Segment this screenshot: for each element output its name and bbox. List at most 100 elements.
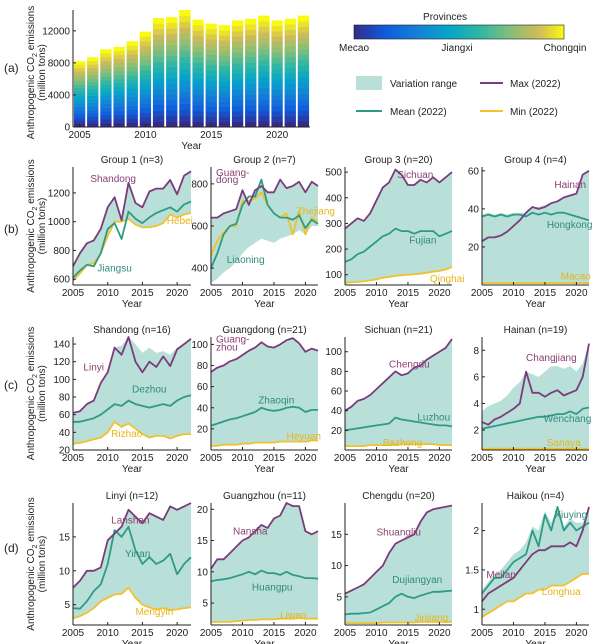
x-tick-label-b4-3: 2020 bbox=[565, 288, 588, 299]
panel-title-b2: Group 2 (n=7) bbox=[233, 155, 296, 166]
bar-segment bbox=[179, 10, 191, 17]
y-tick-label-d4-2: 2 bbox=[473, 526, 479, 537]
bar-segment bbox=[284, 35, 296, 41]
bar-segment bbox=[258, 82, 270, 89]
bar-segment bbox=[284, 78, 296, 85]
bar-2009 bbox=[126, 41, 138, 128]
bar-segment bbox=[284, 89, 296, 95]
bar-segment bbox=[126, 71, 138, 76]
bar-segment bbox=[166, 83, 178, 89]
y-tick-label-c1-3: 80 bbox=[59, 393, 71, 404]
mean-line-b3 bbox=[344, 227, 453, 263]
bar-segment bbox=[245, 78, 257, 85]
bar-segment bbox=[231, 95, 244, 101]
bar-segment bbox=[179, 97, 191, 104]
bar-segment bbox=[297, 71, 310, 78]
bar-segment bbox=[297, 115, 310, 122]
variation-range-c3 bbox=[345, 339, 452, 447]
bar-segment bbox=[152, 45, 165, 52]
bar-segment bbox=[87, 57, 99, 62]
bar-segment bbox=[139, 31, 152, 37]
x-tick-label-b1-2: 2015 bbox=[131, 288, 154, 299]
bar-segment bbox=[73, 84, 86, 88]
row-label-c: (c) bbox=[4, 378, 18, 392]
bar-segment bbox=[271, 63, 283, 69]
annotation-c4-2: Sanaya bbox=[547, 438, 581, 449]
panel-b2: 400 600 800 2005 2010 2015 2020 Year Group 2 (n=… bbox=[191, 155, 335, 310]
bar-segment bbox=[192, 62, 204, 69]
bar-segment bbox=[192, 84, 204, 90]
x-tick-label-c2-3: 2020 bbox=[294, 453, 317, 464]
annotation-d3-2: Jinjiang bbox=[414, 613, 448, 624]
bar-segment bbox=[87, 116, 99, 121]
y-tick-label-b1-3: 1200 bbox=[48, 188, 71, 199]
y-tick-label-b1-1: 800 bbox=[53, 246, 70, 257]
bar-segment bbox=[179, 62, 191, 69]
y-title-tail: emissions bbox=[26, 327, 37, 374]
legend-range-swatch bbox=[356, 76, 382, 90]
bar-segment bbox=[258, 37, 270, 44]
y-axis-title-b: Anthropogenic CO2 emissions(million tons… bbox=[26, 159, 48, 292]
bar-segment bbox=[231, 25, 244, 32]
panel-c3: 20 40 60 80 100 2005 2010 2015 2020 Year Sichuan (… bbox=[325, 325, 453, 475]
legend-max-label: Max (2022) bbox=[510, 79, 561, 90]
bar-segment bbox=[271, 20, 283, 27]
bar-segment bbox=[139, 60, 152, 66]
bar-segment bbox=[87, 109, 99, 114]
bar-segment bbox=[245, 67, 257, 74]
bar-segment bbox=[231, 20, 244, 27]
mean-line-d1 bbox=[72, 525, 192, 610]
bar-segment bbox=[205, 33, 217, 40]
max-line-b3 bbox=[344, 168, 453, 230]
bar-segment bbox=[139, 36, 152, 42]
y-tick-label-d2-1: 10 bbox=[197, 567, 209, 578]
bar-segment bbox=[73, 77, 86, 82]
x-tick-label-c2-1: 2010 bbox=[231, 453, 254, 464]
bar-segment bbox=[166, 121, 178, 128]
bar-segment bbox=[218, 60, 231, 67]
bar-segment bbox=[113, 74, 125, 80]
bar-segment bbox=[87, 95, 99, 100]
bar-segment bbox=[152, 56, 165, 62]
annotation-b2-2: Zhejiang bbox=[297, 206, 335, 217]
bar-segment bbox=[218, 106, 231, 113]
bar-segment bbox=[179, 68, 191, 75]
bar-segment bbox=[205, 90, 217, 97]
bar-segment bbox=[231, 100, 244, 106]
annotation-c1-2: Rizhao bbox=[111, 429, 143, 440]
x-axis-label-c2: Year bbox=[254, 464, 275, 475]
y-tick-label-d3-2: 15 bbox=[331, 530, 343, 541]
y-axis-title-line2-b: (million tons) bbox=[37, 198, 48, 255]
bar-segment bbox=[113, 78, 125, 84]
panel-a: 0 4000 8000 12000 2005 2010 2015 2020 Year bbox=[42, 10, 310, 152]
min-line-c3 bbox=[345, 443, 452, 447]
bar-segment bbox=[245, 29, 257, 36]
y-axis-title-line1-a: Anthropogenic CO2 emissions bbox=[26, 6, 39, 139]
bar-2017 bbox=[231, 20, 244, 128]
bar-segment bbox=[152, 39, 165, 46]
bar-segment bbox=[258, 26, 270, 33]
bar-segment bbox=[271, 41, 283, 48]
bar-segment bbox=[100, 49, 112, 54]
x-tick-label-c3-1: 2010 bbox=[365, 453, 388, 464]
panel-d2: 5 10 15 20 2005 2010 2015 2020 Year Guangzhou (n=… bbox=[197, 491, 319, 644]
bar-segment bbox=[87, 102, 99, 107]
mean-line-b2 bbox=[210, 178, 319, 269]
min-line-d2 bbox=[211, 617, 318, 623]
max-line-d2 bbox=[210, 502, 319, 570]
annotation-d1-2: Mengyin bbox=[135, 607, 173, 618]
bar-segment bbox=[179, 109, 191, 116]
bar-segment bbox=[284, 94, 296, 101]
y-title-tail: emissions bbox=[26, 497, 37, 544]
bar-segment bbox=[126, 41, 138, 46]
mean-line-d4 bbox=[481, 506, 590, 595]
x-tick-label-b4-2: 2015 bbox=[534, 288, 557, 299]
bar-segment bbox=[152, 94, 165, 101]
annotation-c1-1: Dezhou bbox=[132, 385, 166, 396]
y-tick-label-b1-2: 1000 bbox=[48, 217, 71, 228]
min-line-b1 bbox=[72, 212, 192, 282]
bar-segment bbox=[126, 118, 138, 124]
bar-segment bbox=[231, 36, 244, 43]
x-tick-label-c4-2: 2015 bbox=[534, 453, 557, 464]
panel-b4: 20 40 60 2005 2010 2015 2020 Year Group 4 (n=4) H… bbox=[468, 155, 593, 310]
